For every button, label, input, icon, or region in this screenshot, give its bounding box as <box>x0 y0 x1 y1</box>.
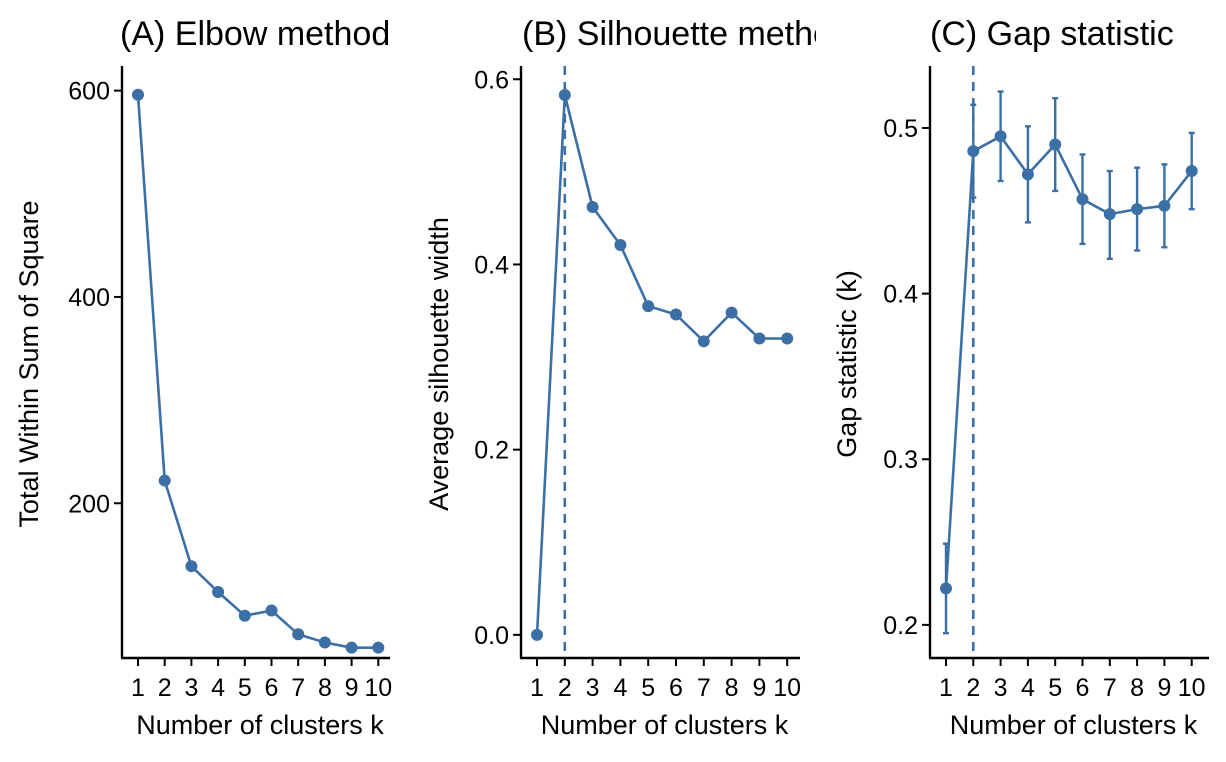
x-tick-label: 10 <box>1178 674 1206 702</box>
x-tick-label: 8 <box>725 674 739 702</box>
x-axis-label: Number of clusters k <box>950 710 1198 740</box>
x-tick-label: 7 <box>291 674 305 702</box>
y-tick-label: 0.3 <box>883 446 918 474</box>
data-point <box>614 239 627 252</box>
x-tick-label: 10 <box>364 674 392 702</box>
x-tick-label: 10 <box>773 674 801 702</box>
data-point <box>265 604 278 617</box>
panel-c: (C) Gap statistic 0.2 0.3 0.4 0.5 1 2 3 4 5 6 7 8 9 10… <box>832 15 1209 740</box>
x-tick-label: 8 <box>1130 674 1144 702</box>
y-tick-label: 0.0 <box>474 622 509 650</box>
data-point <box>132 88 144 101</box>
y-tick-label: 0.2 <box>474 437 509 465</box>
data-point <box>1021 168 1034 181</box>
y-axis-label: Total Within Sum of Square <box>14 200 44 527</box>
panel-b: (B) Silhouette method 0.0 0.2 0.4 0.6 1 2 3 4 5 6 7… <box>424 15 851 740</box>
x-tick-label: 3 <box>184 674 198 702</box>
data-point <box>994 130 1007 143</box>
y-tick-label: 200 <box>68 490 110 518</box>
y-tick-label: 0.2 <box>883 612 918 640</box>
y-tick-label: 0.4 <box>883 281 918 309</box>
data-point <box>558 89 571 102</box>
x-tick-label: 6 <box>669 674 683 702</box>
x-axis-label: Number of clusters k <box>541 710 789 740</box>
data-point <box>318 636 331 649</box>
series-line <box>944 135 1193 589</box>
data-point <box>753 332 766 345</box>
x-tick-label: 9 <box>752 674 766 702</box>
series-line <box>136 94 379 650</box>
x-tick-label: 5 <box>238 674 252 702</box>
data-point <box>697 335 710 348</box>
x-tick-label: 7 <box>697 674 711 702</box>
panel-a: (A) Elbow method 200 400 600 1 2 3 4 5 6 7 8 9 10 Numb… <box>14 15 392 740</box>
chart-title: (B) Silhouette method <box>522 15 851 53</box>
x-tick-label: 1 <box>530 674 544 702</box>
data-point <box>345 641 358 654</box>
chart-title: (A) Elbow method <box>120 15 390 53</box>
data-point <box>725 306 738 319</box>
data-point <box>238 609 251 622</box>
x-tick-label: 6 <box>1076 674 1090 702</box>
data-point <box>670 308 682 321</box>
series-line <box>535 93 788 635</box>
x-tick-label: 6 <box>265 674 279 702</box>
data-point <box>372 641 385 654</box>
x-axis-label: Number of clusters k <box>136 710 384 740</box>
x-tick-label: 4 <box>613 674 627 702</box>
y-tick-label: 600 <box>68 78 110 106</box>
data-point <box>586 201 599 214</box>
x-tick-label: 2 <box>158 674 172 702</box>
x-tick-label: 7 <box>1103 674 1117 702</box>
x-tick-label: 9 <box>1157 674 1171 702</box>
y-tick-label: 0.4 <box>474 251 509 279</box>
x-tick-label: 2 <box>966 674 980 702</box>
x-tick-label: 4 <box>211 674 225 702</box>
x-tick-label: 5 <box>1048 674 1062 702</box>
y-axis-label: Gap statistic (k) <box>832 270 862 458</box>
x-tick-label: 3 <box>586 674 600 702</box>
data-point <box>212 585 225 598</box>
x-tick-label: 8 <box>318 674 332 702</box>
data-point <box>1049 138 1062 151</box>
chart-title: (C) Gap statistic <box>930 15 1174 53</box>
x-tick-label: 2 <box>558 674 572 702</box>
y-tick-label: 0.5 <box>883 115 918 143</box>
data-point <box>531 628 543 641</box>
data-point <box>185 560 198 573</box>
data-point <box>781 332 794 345</box>
y-tick-label: 0.6 <box>474 66 509 94</box>
data-point <box>1158 199 1171 212</box>
data-point <box>1131 203 1144 216</box>
data-point <box>642 300 655 313</box>
x-tick-label: 9 <box>345 674 359 702</box>
data-point <box>158 474 171 487</box>
data-point <box>1103 208 1116 221</box>
data-point <box>940 582 952 595</box>
x-tick-label: 4 <box>1021 674 1035 702</box>
x-tick-label: 1 <box>939 674 953 702</box>
data-point <box>1076 193 1089 206</box>
data-point <box>1185 165 1198 178</box>
y-tick-label: 400 <box>68 284 110 312</box>
x-tick-label: 1 <box>131 674 145 702</box>
x-tick-label: 5 <box>641 674 655 702</box>
data-point <box>292 628 305 641</box>
data-point <box>967 145 980 158</box>
x-tick-label: 3 <box>994 674 1008 702</box>
y-axis-label: Average silhouette width <box>424 217 454 511</box>
